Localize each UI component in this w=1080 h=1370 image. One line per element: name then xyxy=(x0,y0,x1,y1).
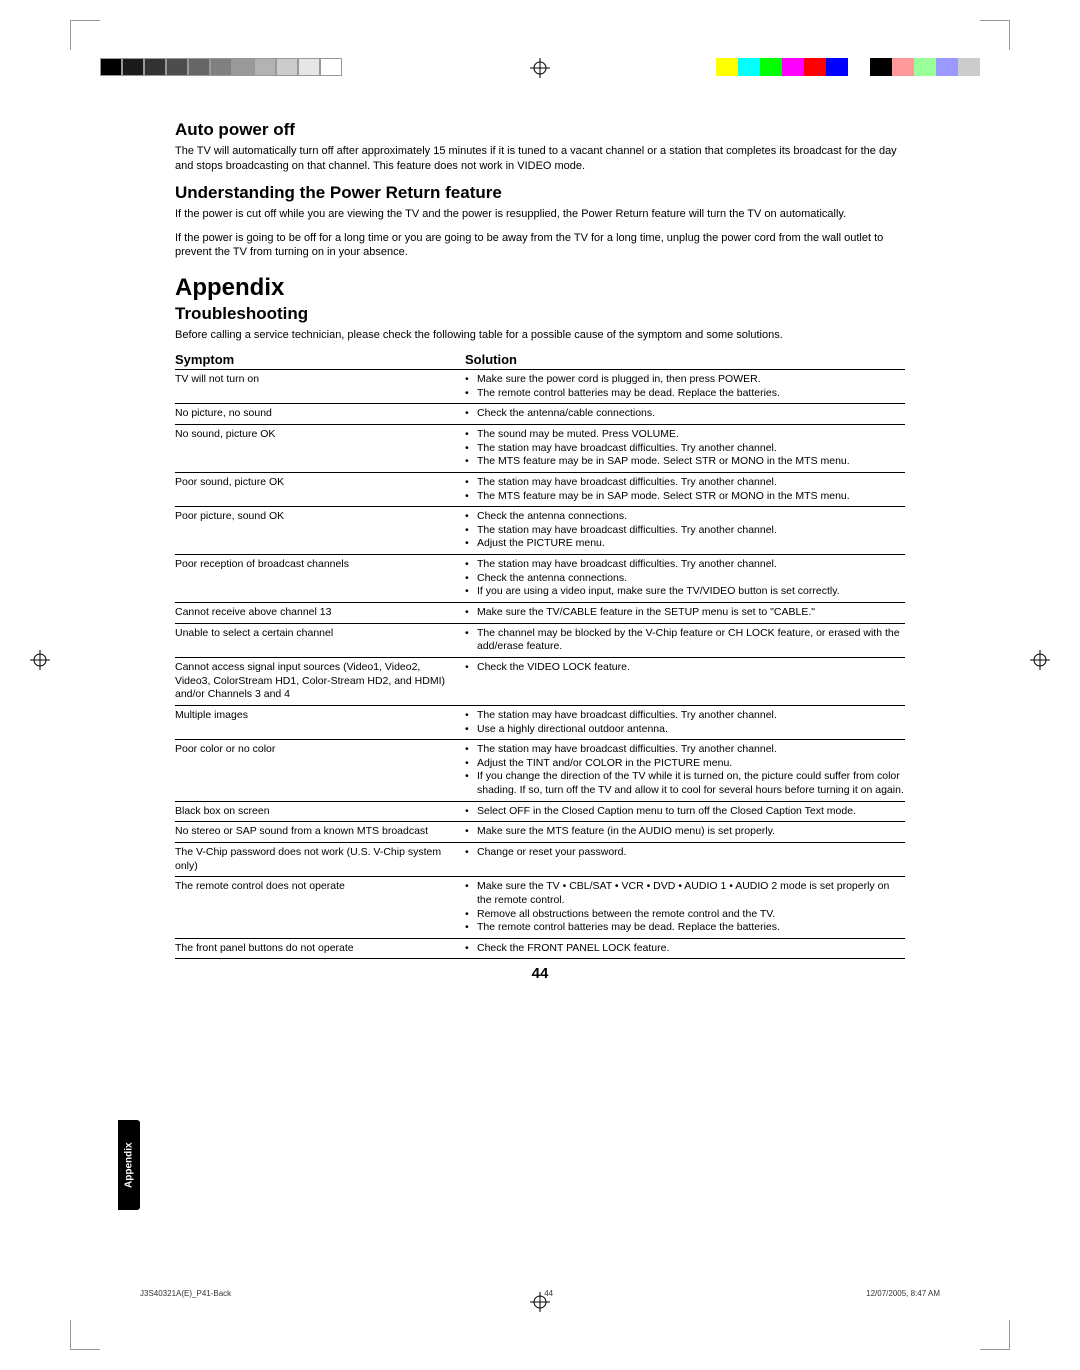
page-number: 44 xyxy=(175,965,905,982)
section-paragraph: If the power is cut off while you are vi… xyxy=(175,207,905,222)
symptom-cell: The front panel buttons do not operate xyxy=(175,942,465,956)
registration-mark-icon xyxy=(530,58,550,78)
symptom-cell: Poor sound, picture OK xyxy=(175,476,465,503)
symptom-cell: Poor color or no color xyxy=(175,743,465,798)
table-row: The remote control does not operate•Make… xyxy=(175,877,905,939)
symptom-cell: No stereo or SAP sound from a known MTS … xyxy=(175,825,465,839)
table-row: Poor picture, sound OK•Check the antenna… xyxy=(175,507,905,555)
table-row: No stereo or SAP sound from a known MTS … xyxy=(175,822,905,843)
registration-mark-icon xyxy=(30,650,50,670)
solution-cell: •Make sure the TV • CBL/SAT • VCR • DVD … xyxy=(465,880,905,935)
section-heading: Understanding the Power Return feature xyxy=(175,183,905,203)
solution-cell: •The sound may be muted. Press VOLUME.•T… xyxy=(465,428,905,469)
appendix-title: Appendix xyxy=(175,274,905,302)
grayscale-bar xyxy=(100,58,342,76)
table-row: Cannot access signal input sources (Vide… xyxy=(175,658,905,706)
solution-cell: •Make sure the TV/CABLE feature in the S… xyxy=(465,606,905,620)
footer-timestamp: 12/07/2005, 8:47 AM xyxy=(866,1289,940,1298)
footer-page: 44 xyxy=(544,1289,553,1298)
table-row: Poor reception of broadcast channels•The… xyxy=(175,555,905,603)
page-content: Auto power off The TV will automatically … xyxy=(175,120,905,982)
section-heading: Auto power off xyxy=(175,120,905,140)
table-row: The front panel buttons do not operate•C… xyxy=(175,939,905,960)
solution-cell: •The station may have broadcast difficul… xyxy=(465,743,905,798)
solution-cell: •The station may have broadcast difficul… xyxy=(465,558,905,599)
table-row: Cannot receive above channel 13•Make sur… xyxy=(175,603,905,624)
table-header: Symptom Solution xyxy=(175,352,905,370)
table-row: No picture, no sound•Check the antenna/c… xyxy=(175,404,905,425)
table-row: TV will not turn on•Make sure the power … xyxy=(175,370,905,404)
symptom-cell: The remote control does not operate xyxy=(175,880,465,935)
table-row: Black box on screen•Select OFF in the Cl… xyxy=(175,802,905,823)
column-header-symptom: Symptom xyxy=(175,352,465,367)
solution-cell: •The station may have broadcast difficul… xyxy=(465,709,905,736)
solution-cell: •The channel may be blocked by the V-Chi… xyxy=(465,627,905,654)
column-header-solution: Solution xyxy=(465,352,905,367)
table-row: Multiple images•The station may have bro… xyxy=(175,706,905,740)
solution-cell: •Check the VIDEO LOCK feature. xyxy=(465,661,905,702)
crop-mark xyxy=(980,20,1010,50)
symptom-cell: Poor picture, sound OK xyxy=(175,510,465,551)
side-tab: Appendix xyxy=(118,1120,140,1210)
symptom-cell: Poor reception of broadcast channels xyxy=(175,558,465,599)
solution-cell: •Make sure the MTS feature (in the AUDIO… xyxy=(465,825,905,839)
footer-doc-id: J3S40321A(E)_P41-Back xyxy=(140,1289,231,1298)
section-paragraph: The TV will automatically turn off after… xyxy=(175,144,905,174)
symptom-cell: No picture, no sound xyxy=(175,407,465,421)
crop-mark xyxy=(70,20,100,50)
symptom-cell: TV will not turn on xyxy=(175,373,465,400)
symptom-cell: The V-Chip password does not work (U.S. … xyxy=(175,846,465,873)
table-row: No sound, picture OK•The sound may be mu… xyxy=(175,425,905,473)
solution-cell: •Make sure the power cord is plugged in,… xyxy=(465,373,905,400)
appendix-intro: Before calling a service technician, ple… xyxy=(175,328,905,343)
solution-cell: •Check the antenna connections.•The stat… xyxy=(465,510,905,551)
solution-cell: •The station may have broadcast difficul… xyxy=(465,476,905,503)
table-row: Unable to select a certain channel•The c… xyxy=(175,624,905,658)
section-paragraph: If the power is going to be off for a lo… xyxy=(175,231,905,261)
solution-cell: •Check the FRONT PANEL LOCK feature. xyxy=(465,942,905,956)
registration-mark-icon xyxy=(1030,650,1050,670)
table-row: Poor color or no color•The station may h… xyxy=(175,740,905,802)
symptom-cell: Cannot access signal input sources (Vide… xyxy=(175,661,465,702)
color-bar xyxy=(716,58,980,76)
solution-cell: •Select OFF in the Closed Caption menu t… xyxy=(465,805,905,819)
appendix-subheading: Troubleshooting xyxy=(175,304,905,324)
table-row: The V-Chip password does not work (U.S. … xyxy=(175,843,905,877)
solution-cell: •Change or reset your password. xyxy=(465,846,905,873)
crop-mark xyxy=(70,1320,100,1350)
symptom-cell: Multiple images xyxy=(175,709,465,736)
symptom-cell: No sound, picture OK xyxy=(175,428,465,469)
table-row: Poor sound, picture OK•The station may h… xyxy=(175,473,905,507)
footer: J3S40321A(E)_P41-Back 44 12/07/2005, 8:4… xyxy=(140,1289,940,1298)
symptom-cell: Cannot receive above channel 13 xyxy=(175,606,465,620)
symptom-cell: Black box on screen xyxy=(175,805,465,819)
crop-mark xyxy=(980,1320,1010,1350)
solution-cell: •Check the antenna/cable connections. xyxy=(465,407,905,421)
symptom-cell: Unable to select a certain channel xyxy=(175,627,465,654)
